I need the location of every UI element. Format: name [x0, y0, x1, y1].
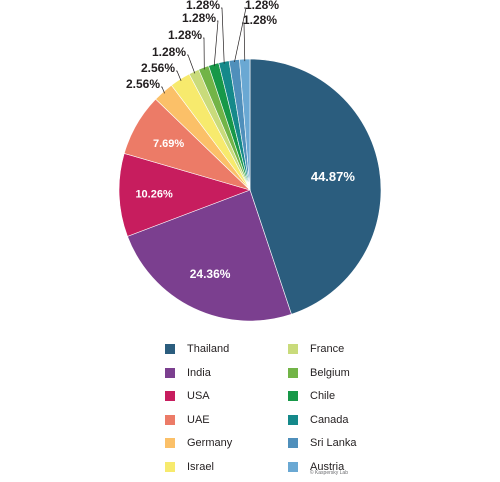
- slice-label-israel: 2.56%: [141, 61, 175, 75]
- legend-label: France: [310, 343, 345, 355]
- callout-line-germany: [161, 86, 165, 94]
- legend-swatch: [165, 344, 175, 354]
- callout-line-canada: [221, 7, 225, 64]
- credit-text: © Kaspersky Lab: [309, 470, 348, 476]
- chart-legend: Thailand India USA UAE Germany Israel France Be…: [165, 341, 385, 481]
- callout-line-chile: [213, 20, 219, 67]
- legend-label: Israel: [187, 461, 214, 473]
- slice-label-austria: 1.28%: [243, 13, 277, 27]
- legend-item-belgium: Belgium: [288, 365, 350, 381]
- slice-label-usa: 10.26%: [135, 189, 173, 201]
- legend-label: Germany: [187, 437, 233, 450]
- callout-line-belgium: [203, 37, 205, 70]
- legend-item-chile: Chile: [288, 388, 335, 404]
- callout-line-austria: [242, 22, 246, 62]
- legend-label: India: [187, 366, 211, 379]
- callout-line-france: [187, 54, 196, 74]
- legend-item-israel: Israel: [165, 459, 214, 475]
- legend-label: Thailand: [187, 343, 230, 355]
- legend-swatch: [165, 414, 175, 425]
- legend-label: Belgium: [310, 366, 350, 379]
- legend-swatch: [288, 344, 298, 354]
- legend-swatch: [165, 438, 175, 449]
- legend-swatch: [165, 367, 175, 378]
- slice-label-india: 24.36%: [190, 267, 231, 281]
- legend-swatch: [288, 367, 298, 378]
- pie-slice-thailand: [249, 58, 382, 315]
- legend-label: Canada: [310, 413, 349, 426]
- legend-item-austria: Austria: [288, 459, 344, 475]
- slice-label-canada: 1.28%: [186, 0, 220, 12]
- legend-label: Sri Lanka: [310, 437, 357, 450]
- legend-item-india: India: [165, 365, 211, 381]
- legend-item-germany: Germany: [165, 435, 232, 451]
- legend-swatch: [288, 391, 298, 402]
- legend-swatch: [165, 391, 175, 402]
- slice-label-chile: 1.28%: [182, 11, 216, 25]
- slice-label-france: 1.28%: [152, 45, 186, 59]
- legend-swatch: [288, 438, 298, 449]
- legend-label: UAE: [187, 413, 210, 426]
- legend-item-uae: UAE: [165, 412, 210, 428]
- pie-slice-india: [127, 189, 292, 322]
- legend-label: USA: [187, 390, 210, 403]
- slice-label-uae: 7.69%: [153, 138, 184, 150]
- legend-item-thailand: Thailand: [165, 341, 229, 357]
- legend-item-france: France: [288, 341, 344, 357]
- legend-swatch: [165, 462, 175, 472]
- slice-label-belgium: 1.28%: [168, 28, 202, 42]
- callout-line-sri-lanka: [234, 7, 247, 62]
- legend-swatch: [288, 462, 298, 472]
- legend-item-sri-lanka: Sri Lanka: [288, 435, 356, 451]
- slice-label-germany: 2.56%: [126, 77, 160, 91]
- legend-item-canada: Canada: [288, 412, 349, 428]
- slice-label-sri-lanka: 1.28%: [245, 0, 279, 12]
- pie-slice-usa: [118, 153, 251, 237]
- legend-swatch: [288, 414, 298, 425]
- legend-label: Chile: [310, 390, 336, 403]
- legend-label: Austria: [310, 461, 345, 473]
- legend-item-usa: USA: [165, 388, 210, 404]
- callout-line-israel: [176, 70, 182, 82]
- slice-label-thailand: 44.87%: [311, 169, 356, 184]
